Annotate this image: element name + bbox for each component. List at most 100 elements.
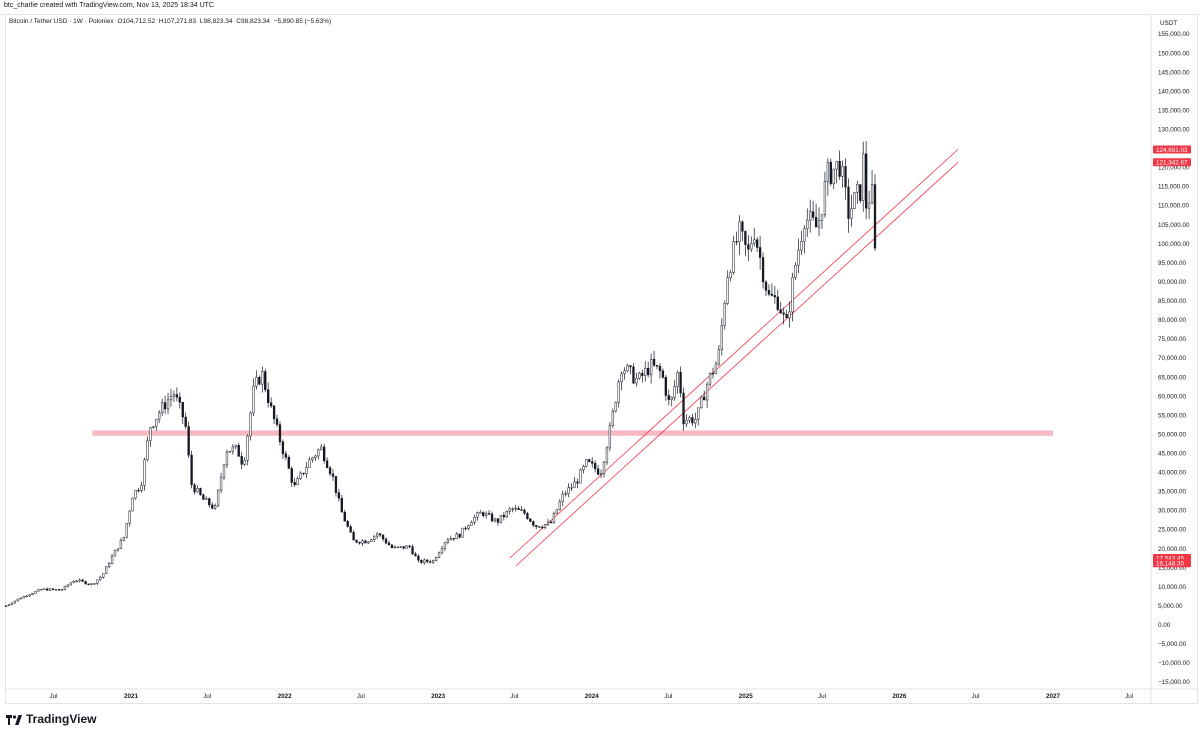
candle-body	[552, 513, 556, 524]
x-tick-label: Jul	[664, 693, 672, 700]
candle-body	[764, 281, 768, 291]
candle-body	[166, 399, 170, 410]
candle-body	[107, 563, 111, 567]
candle-body	[529, 518, 532, 522]
candle-body	[505, 511, 508, 518]
candle-body	[361, 540, 364, 544]
candle-body	[758, 247, 762, 258]
price-badge-label: 17,543.45	[1156, 555, 1185, 562]
candle-body	[865, 153, 868, 209]
candle-body	[679, 371, 682, 394]
candle-body	[470, 522, 473, 526]
candle-body	[93, 583, 96, 585]
candle-body	[296, 478, 299, 486]
candle-body	[490, 513, 494, 522]
candle-body	[440, 548, 444, 554]
candle-body	[399, 546, 402, 548]
candle-body	[844, 166, 847, 188]
candle-body	[823, 181, 827, 215]
candle-body	[487, 513, 491, 515]
x-tick-label: 2022	[278, 693, 293, 700]
candle-body	[729, 272, 732, 279]
candle-body	[549, 521, 553, 524]
y-tick-label: 135,000.00	[1158, 107, 1190, 114]
y-tick-label: 145,000.00	[1158, 69, 1190, 76]
price-badge	[1153, 158, 1191, 167]
candle-body	[446, 539, 450, 543]
candle-body	[535, 525, 538, 527]
candle-body	[676, 371, 679, 387]
candle-body	[358, 541, 361, 544]
y-tick-label: 80,000.00	[1158, 317, 1187, 324]
candle-body	[40, 589, 43, 591]
candle-body	[449, 537, 452, 541]
candle-body	[16, 598, 19, 602]
candle-body	[464, 527, 467, 530]
candle-body	[272, 405, 276, 420]
candle-body	[334, 476, 338, 493]
price-badge-label: 124,691.03	[1156, 147, 1188, 154]
candle-body	[811, 211, 815, 218]
candle-body	[467, 525, 470, 529]
candle-body	[355, 539, 358, 543]
price-badge-label: 16,148.30	[1156, 561, 1185, 568]
candle-body	[870, 184, 874, 204]
candle-body	[567, 487, 570, 495]
candle-body	[387, 542, 391, 546]
candle-body	[160, 402, 164, 414]
candle-body	[591, 461, 594, 464]
candle-body	[417, 555, 420, 561]
x-tick-label: 2026	[892, 693, 907, 700]
chart-frame[interactable]	[5, 14, 1198, 704]
candle-body	[594, 463, 597, 470]
candle-body	[588, 459, 591, 462]
candle-body	[596, 468, 600, 475]
candle-body	[84, 581, 87, 585]
candle-body	[538, 526, 541, 528]
candle-body	[113, 549, 117, 557]
candle-body	[605, 447, 609, 463]
candle-body	[853, 192, 856, 209]
candle-body	[408, 545, 411, 548]
candle-body	[172, 394, 176, 397]
candle-body	[31, 593, 34, 595]
candle-body	[756, 239, 759, 248]
candle-body	[797, 249, 800, 266]
candle-body	[208, 498, 211, 506]
candle-body	[249, 412, 252, 437]
trend-line-1	[509, 149, 959, 559]
candle-body	[649, 358, 653, 376]
candle-body	[753, 239, 756, 244]
tradingview-logo[interactable]: TradingView	[6, 712, 96, 726]
candle-body	[723, 303, 726, 326]
y-tick-label: 110,000.00	[1158, 203, 1190, 210]
candle-body	[838, 161, 841, 177]
y-tick-label: 50,000.00	[1158, 431, 1187, 438]
candle-body	[308, 459, 311, 468]
candle-body	[152, 426, 155, 428]
candle-body	[779, 309, 782, 314]
candle-body	[219, 477, 223, 491]
candle-body	[155, 418, 158, 427]
candle-body	[193, 484, 196, 493]
candle-body	[169, 396, 173, 401]
support-zone	[92, 430, 1053, 436]
candle-body	[455, 533, 458, 540]
candle-body	[352, 531, 355, 541]
candle-body	[694, 419, 697, 424]
candle-body	[66, 584, 70, 587]
candle-body	[658, 365, 662, 372]
candle-body	[794, 264, 797, 278]
x-tick-label: Jul	[50, 693, 58, 700]
candle-body	[325, 460, 329, 468]
candle-body	[411, 546, 414, 555]
candle-body	[281, 441, 285, 455]
candle-body	[496, 518, 500, 523]
candle-body	[655, 364, 659, 367]
candle-body	[22, 596, 25, 599]
candle-body	[761, 257, 765, 283]
candle-body	[137, 489, 140, 492]
candle-body	[647, 367, 650, 376]
candle-body	[402, 546, 405, 549]
